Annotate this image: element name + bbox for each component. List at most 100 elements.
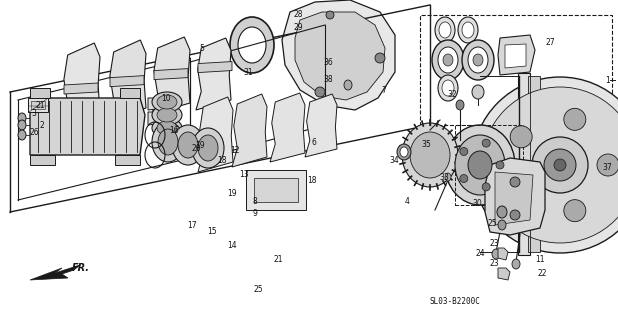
Ellipse shape (157, 95, 177, 109)
Polygon shape (198, 61, 232, 73)
Ellipse shape (443, 54, 453, 66)
Polygon shape (485, 158, 545, 235)
Ellipse shape (230, 17, 274, 73)
Ellipse shape (482, 87, 618, 243)
Ellipse shape (458, 17, 478, 43)
Polygon shape (282, 0, 395, 110)
Text: 17: 17 (187, 220, 197, 229)
Polygon shape (295, 12, 385, 100)
Ellipse shape (400, 147, 408, 157)
Text: 35: 35 (421, 140, 431, 148)
Ellipse shape (439, 22, 451, 38)
Text: 10: 10 (161, 93, 171, 102)
Bar (528, 76, 540, 252)
Polygon shape (64, 83, 98, 94)
Text: 13: 13 (239, 170, 249, 179)
Ellipse shape (152, 118, 182, 138)
Ellipse shape (178, 132, 198, 158)
Ellipse shape (554, 159, 566, 171)
Ellipse shape (152, 105, 182, 125)
Bar (455, 125, 523, 205)
Ellipse shape (435, 17, 455, 43)
Text: 24: 24 (475, 250, 485, 259)
Text: 11: 11 (535, 255, 544, 265)
Text: 12: 12 (231, 146, 240, 155)
Text: 5: 5 (200, 44, 205, 52)
Text: 37: 37 (602, 163, 612, 172)
Text: 9: 9 (253, 210, 258, 219)
Ellipse shape (326, 11, 334, 19)
Polygon shape (30, 265, 80, 280)
Ellipse shape (172, 125, 204, 165)
Ellipse shape (510, 177, 520, 187)
Bar (31, 101, 45, 109)
Polygon shape (30, 98, 145, 155)
Ellipse shape (496, 161, 504, 169)
Ellipse shape (18, 130, 26, 140)
Ellipse shape (152, 92, 182, 112)
Polygon shape (148, 112, 178, 125)
Ellipse shape (438, 75, 458, 101)
Ellipse shape (512, 259, 520, 269)
Ellipse shape (597, 154, 618, 176)
Ellipse shape (498, 220, 506, 230)
Text: 31: 31 (243, 68, 253, 76)
Polygon shape (30, 88, 50, 98)
Ellipse shape (460, 148, 468, 156)
Ellipse shape (564, 200, 586, 222)
Ellipse shape (482, 183, 490, 191)
Ellipse shape (462, 22, 474, 38)
Ellipse shape (157, 121, 177, 135)
Polygon shape (152, 37, 190, 114)
Ellipse shape (462, 40, 494, 80)
Text: 16: 16 (169, 125, 179, 134)
Polygon shape (148, 98, 178, 110)
Polygon shape (62, 43, 100, 125)
Ellipse shape (468, 47, 488, 73)
Text: 15: 15 (207, 228, 217, 236)
Text: 25: 25 (253, 285, 263, 294)
Ellipse shape (152, 122, 184, 162)
Text: 29: 29 (293, 22, 303, 31)
Ellipse shape (456, 100, 464, 110)
Text: 6: 6 (311, 138, 316, 147)
Polygon shape (108, 40, 146, 120)
Text: 20: 20 (191, 143, 201, 153)
Text: 21: 21 (35, 100, 44, 109)
Ellipse shape (198, 135, 218, 161)
Text: 3: 3 (32, 108, 36, 117)
Ellipse shape (564, 108, 586, 130)
Text: 1: 1 (606, 76, 611, 84)
Ellipse shape (532, 137, 588, 193)
Bar (420, 15, 612, 125)
Ellipse shape (472, 77, 618, 253)
Ellipse shape (472, 85, 484, 99)
Polygon shape (110, 76, 144, 87)
Text: 4: 4 (405, 197, 410, 206)
Ellipse shape (497, 206, 507, 218)
Polygon shape (270, 93, 305, 162)
Ellipse shape (238, 27, 266, 63)
Ellipse shape (397, 144, 411, 160)
Ellipse shape (468, 151, 492, 179)
Text: 14: 14 (227, 241, 237, 250)
Text: 19: 19 (227, 189, 237, 198)
Text: 26: 26 (29, 127, 39, 137)
Polygon shape (30, 155, 55, 165)
Ellipse shape (325, 67, 335, 79)
Ellipse shape (432, 40, 464, 80)
Ellipse shape (157, 108, 177, 122)
Ellipse shape (344, 80, 352, 90)
Ellipse shape (455, 135, 505, 195)
Text: 22: 22 (537, 269, 547, 278)
Polygon shape (498, 35, 535, 75)
Bar (28, 98, 48, 112)
Ellipse shape (375, 53, 385, 63)
Ellipse shape (442, 80, 454, 96)
Ellipse shape (192, 128, 224, 168)
Text: 21: 21 (273, 255, 283, 265)
Polygon shape (498, 248, 508, 260)
Text: 2: 2 (40, 121, 44, 130)
Ellipse shape (473, 54, 483, 66)
Ellipse shape (158, 129, 178, 155)
